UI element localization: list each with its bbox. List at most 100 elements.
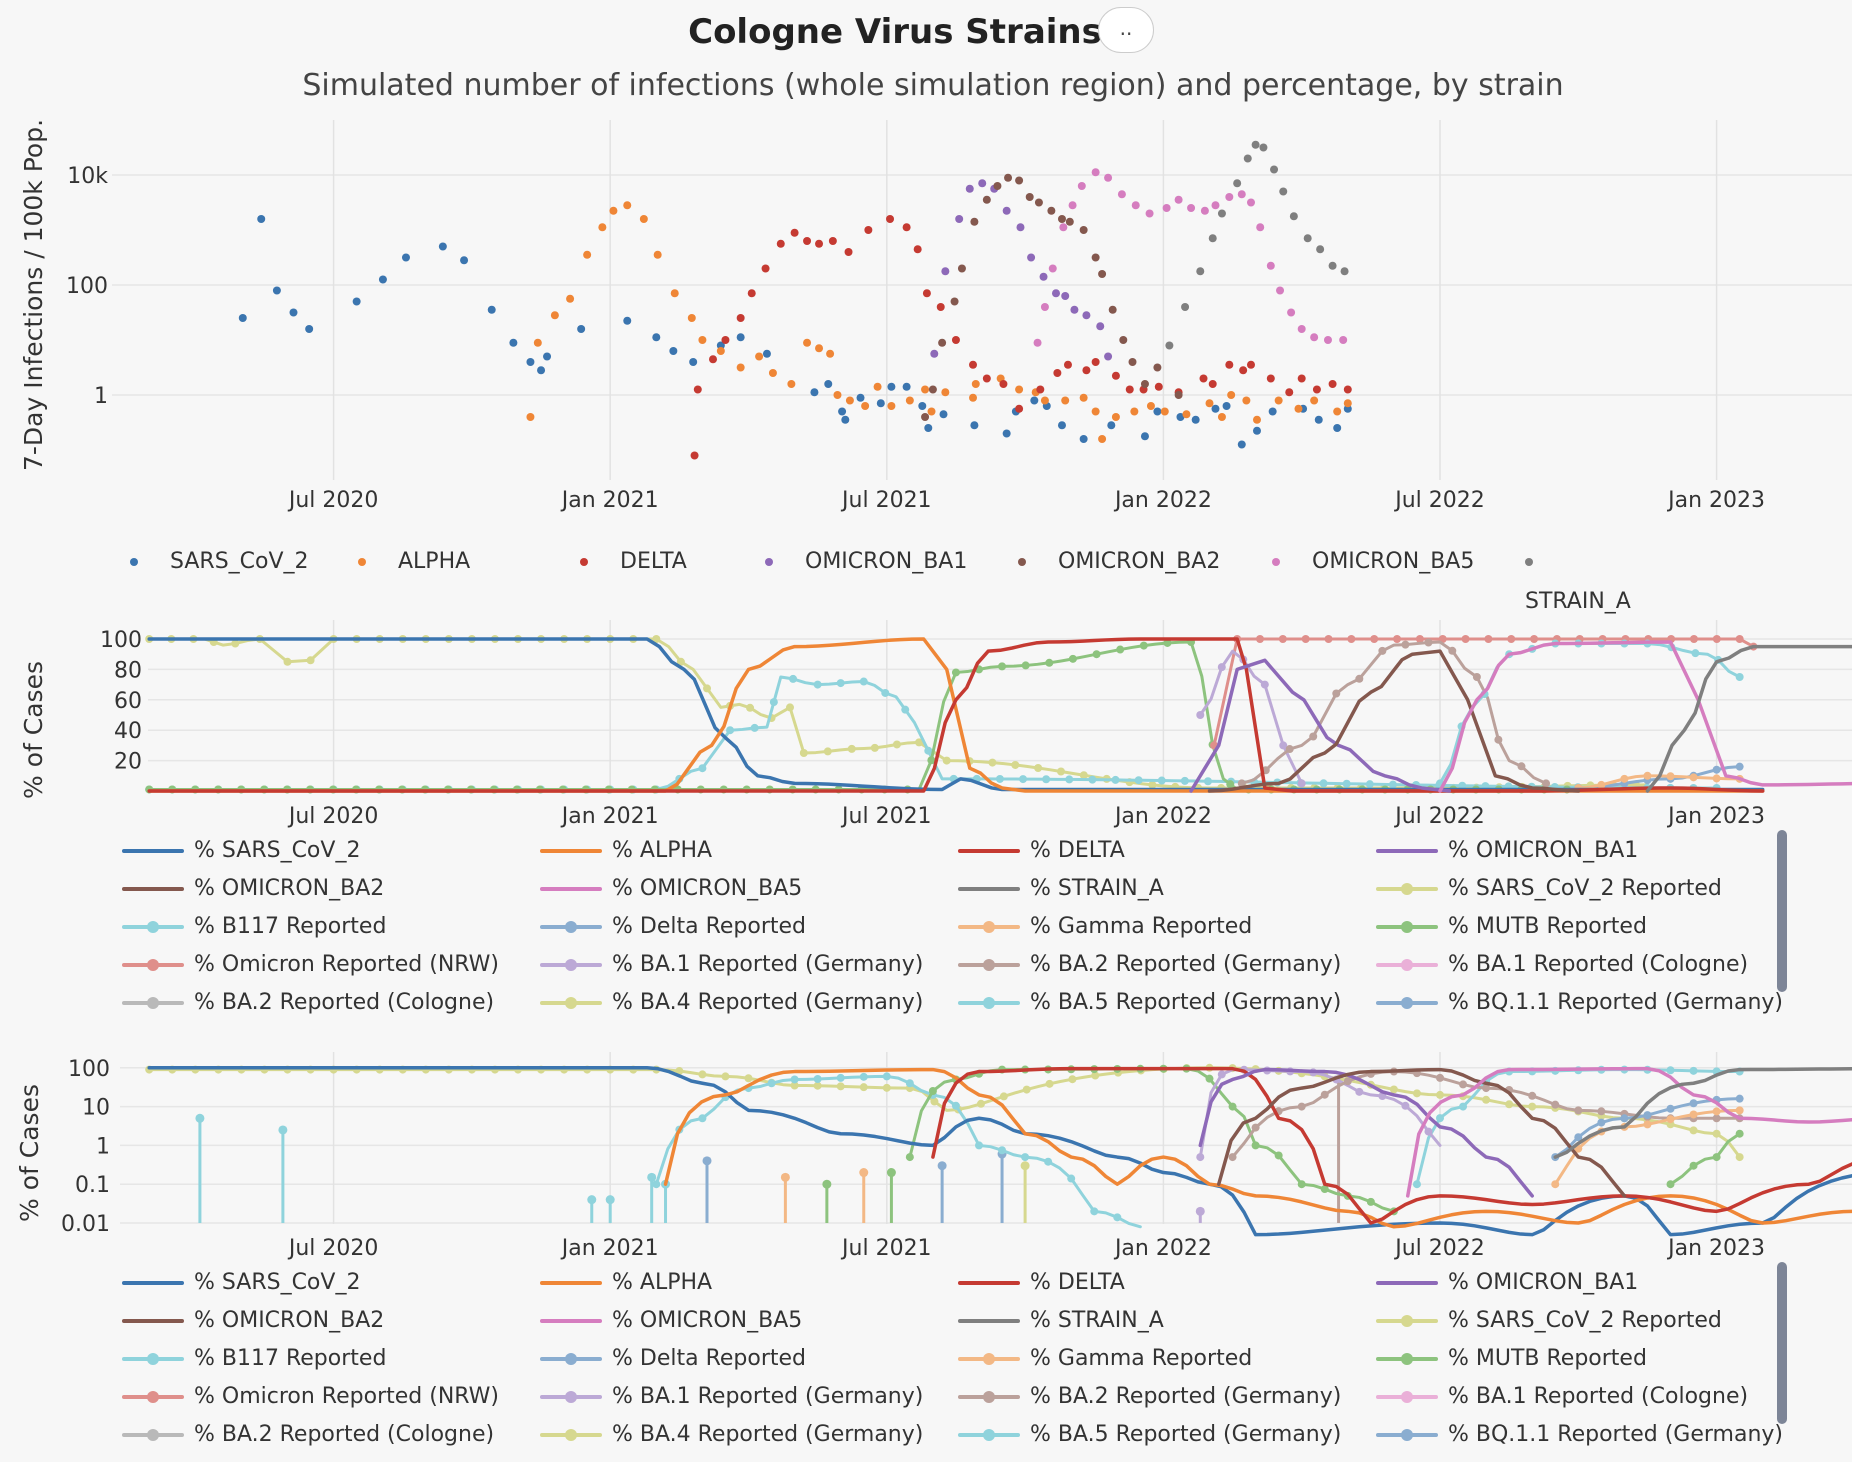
- legend-item[interactable]: % SARS_CoV_2: [122, 832, 360, 870]
- reported-series-marker: [1365, 780, 1374, 789]
- legend-item-omicron_ba5[interactable]: OMICRON_BA5: [1272, 542, 1474, 582]
- legend-item[interactable]: % BA.1 Reported (Cologne): [1376, 946, 1748, 984]
- legend-item[interactable]: % Gamma Reported: [958, 908, 1252, 946]
- legend-item[interactable]: % MUTB Reported: [1376, 1340, 1647, 1378]
- legend-item[interactable]: % STRAIN_A: [958, 1302, 1164, 1340]
- data-point-omicron_ba1: [1082, 311, 1091, 320]
- reported-series-marker: [951, 668, 960, 677]
- legend-label: OMICRON_BA5: [1312, 549, 1475, 574]
- legend-item[interactable]: % ALPHA: [540, 1264, 712, 1302]
- legend-item[interactable]: % BA.2 Reported (Germany): [958, 1378, 1341, 1416]
- data-point-omicron_ba5: [1048, 264, 1057, 273]
- legend-item[interactable]: % OMICRON_BA5: [540, 870, 802, 908]
- legend-item[interactable]: % MUTB Reported: [1376, 908, 1647, 946]
- more-button[interactable]: ..: [1098, 7, 1154, 53]
- reported-series-marker: [1278, 635, 1287, 643]
- data-point-strain_a: [1270, 165, 1279, 174]
- data-point-delta: [1343, 385, 1352, 394]
- reported-series-marker: [1735, 1129, 1744, 1138]
- legend-item[interactable]: % SARS_CoV_2 Reported: [1376, 870, 1722, 908]
- legend-item[interactable]: % STRAIN_A: [958, 870, 1164, 908]
- legend-item[interactable]: % Delta Reported: [540, 908, 806, 946]
- data-point-delta: [1199, 374, 1208, 383]
- legend-item[interactable]: % BQ.1.1 Reported (Germany): [1376, 984, 1783, 1022]
- data-point-omicron_ba2: [993, 182, 1002, 190]
- reported-series-marker: [1530, 635, 1539, 643]
- data-point-omicron_ba1: [955, 215, 964, 223]
- data-point-alpha: [609, 206, 618, 215]
- reported-series-marker: [1011, 760, 1020, 769]
- data-point-alpha: [736, 363, 745, 372]
- reported-series-marker: [1378, 646, 1387, 655]
- data-point-delta: [1246, 360, 1255, 369]
- data-point-sars_cov_2: [1107, 421, 1116, 430]
- legend-label: % BA.5 Reported (Germany): [1030, 1422, 1342, 1447]
- legend-item[interactable]: % Delta Reported: [540, 1340, 806, 1378]
- legend-label: % SARS_CoV_2 Reported: [1448, 876, 1722, 901]
- legend-item[interactable]: % SARS_CoV_2: [122, 1264, 360, 1302]
- simulated-series-line: [1405, 1066, 1852, 1198]
- legend-scrollbar[interactable]: [1777, 830, 1787, 992]
- reported-series-marker: [1226, 780, 1235, 789]
- reported-series-marker: [1712, 765, 1721, 774]
- legend-item[interactable]: % DELTA: [958, 832, 1125, 870]
- legend-item-sars_cov_2[interactable]: SARS_CoV_2: [130, 542, 309, 582]
- legend-item[interactable]: % BA.2 Reported (Cologne): [122, 1416, 494, 1454]
- reported-series-line: [1198, 649, 1304, 785]
- legend-item[interactable]: % B117 Reported: [122, 908, 386, 946]
- reported-series-marker: [1461, 635, 1470, 643]
- legend-item[interactable]: % Omicron Reported (NRW): [122, 946, 499, 984]
- reported-series-marker: [1393, 635, 1402, 643]
- legend-marker: [130, 558, 138, 566]
- reported-series-marker: [1021, 1153, 1030, 1162]
- legend-item[interactable]: % OMICRON_BA1: [1376, 1264, 1638, 1302]
- reported-series-marker: [1436, 1114, 1444, 1123]
- infections-legend: SARS_CoV_2 ALPHA DELTA OMICRON_BA1 OMICRON_B…: [130, 542, 1631, 614]
- legend-item[interactable]: % OMICRON_BA2: [122, 870, 384, 908]
- legend-item[interactable]: % BA.4 Reported (Germany): [540, 1416, 923, 1454]
- legend-item[interactable]: % OMICRON_BA1: [1376, 832, 1638, 870]
- legend-scrollbar[interactable]: [1777, 1262, 1787, 1424]
- legend-item-omicron_ba2[interactable]: OMICRON_BA2: [1018, 542, 1220, 582]
- legend-item[interactable]: % OMICRON_BA2: [122, 1302, 384, 1340]
- data-point-delta: [721, 336, 730, 344]
- legend-swatch: [958, 1425, 1020, 1445]
- legend-item-alpha[interactable]: ALPHA: [358, 542, 470, 582]
- legend-item[interactable]: % Omicron Reported (NRW): [122, 1378, 499, 1416]
- data-point-sars_cov_2: [526, 358, 535, 366]
- legend-item[interactable]: % OMICRON_BA5: [540, 1302, 802, 1340]
- data-point-strain_a: [1279, 187, 1288, 196]
- reported-series-marker: [1045, 658, 1054, 667]
- legend-item[interactable]: % DELTA: [958, 1264, 1125, 1302]
- legend-item-strain_a[interactable]: STRAIN_A: [1525, 542, 1631, 614]
- data-point-sars_cov_2: [902, 382, 911, 391]
- legend-item[interactable]: % B117 Reported: [122, 1340, 386, 1378]
- legend-label: % STRAIN_A: [1030, 876, 1164, 901]
- legend-item[interactable]: % BA.1 Reported (Germany): [540, 1378, 923, 1416]
- legend-item[interactable]: % BA.5 Reported (Germany): [958, 984, 1341, 1022]
- data-point-omicron_ba1: [1039, 272, 1048, 281]
- data-point-delta: [1125, 385, 1134, 394]
- legend-item-delta[interactable]: DELTA: [580, 542, 687, 582]
- reported-spike-marker: [1020, 1161, 1030, 1171]
- reported-series-marker: [767, 1079, 776, 1088]
- data-point-delta: [803, 237, 812, 245]
- data-point-omicron_ba5: [1237, 190, 1246, 199]
- legend-item[interactable]: % BA.1 Reported (Cologne): [1376, 1378, 1748, 1416]
- legend-item[interactable]: % BA.5 Reported (Germany): [958, 1416, 1341, 1454]
- legend-label: % SARS_CoV_2: [194, 1270, 361, 1295]
- data-point-omicron_ba1: [1096, 322, 1105, 331]
- legend-item[interactable]: % ALPHA: [540, 832, 712, 870]
- legend-item[interactable]: % Gamma Reported: [958, 1340, 1252, 1378]
- legend-item-omicron_ba1[interactable]: OMICRON_BA1: [765, 542, 967, 582]
- data-point-delta: [844, 248, 853, 256]
- reported-series-marker: [1505, 1100, 1514, 1109]
- legend-item[interactable]: % BA.4 Reported (Germany): [540, 984, 923, 1022]
- legend-item[interactable]: % SARS_CoV_2 Reported: [1376, 1302, 1722, 1340]
- legend-label: % DELTA: [1030, 1270, 1125, 1295]
- legend-item[interactable]: % BA.1 Reported (Germany): [540, 946, 923, 984]
- data-point-omicron_ba5: [1225, 193, 1234, 201]
- legend-item[interactable]: % BQ.1.1 Reported (Germany): [1376, 1416, 1783, 1454]
- legend-item[interactable]: % BA.2 Reported (Germany): [958, 946, 1341, 984]
- legend-item[interactable]: % BA.2 Reported (Cologne): [122, 984, 494, 1022]
